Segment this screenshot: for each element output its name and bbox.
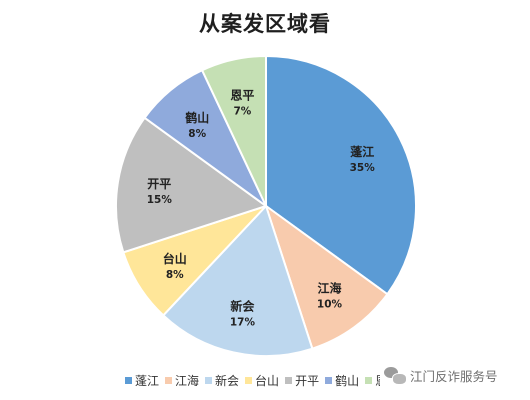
pie-labels: 蓬江 35% 江海 10% 新会 17% 台山 8% 开平 15% 鹤山 8% 恩平 7% xyxy=(147,88,376,329)
slice-percent-label: 35% xyxy=(350,162,376,174)
legend-label: 蓬江 xyxy=(135,373,160,388)
pie-slice-1 xyxy=(265,54,417,296)
legend-label: 台山 xyxy=(255,373,280,388)
legend-item: 鹤山 xyxy=(325,372,359,389)
wechat-icon xyxy=(384,366,407,385)
watermark-text: 江门反诈服务号 xyxy=(410,369,498,384)
chart-title: 从案发区域看 xyxy=(199,12,331,36)
legend-swatch xyxy=(325,376,333,384)
legend-swatch xyxy=(165,376,173,384)
slice-percent-label: 8% xyxy=(188,128,206,140)
legend-swatch xyxy=(285,376,293,384)
watermark: 江门反诈服务号 xyxy=(380,364,502,387)
legend-label: 江海 xyxy=(175,373,200,388)
legend-item: 蓬江 xyxy=(125,372,159,389)
legend-label: 鹤山 xyxy=(335,373,360,388)
legend-item: 台山 xyxy=(245,372,279,389)
legend-swatch xyxy=(245,376,253,384)
legend-item: 江海 xyxy=(165,372,199,389)
slice-category-label: 开平 xyxy=(147,177,171,191)
chart-legend: 蓬江江海新会台山开平鹤山恩平 xyxy=(125,372,405,388)
legend-item: 开平 xyxy=(285,372,319,389)
legend-swatch xyxy=(125,376,132,384)
slice-category-label: 江海 xyxy=(317,280,341,295)
slice-percent-label: 15% xyxy=(147,194,173,206)
slice-category-label: 鹤山 xyxy=(185,110,209,125)
slice-percent-label: 10% xyxy=(317,298,343,310)
pie-slice-5 xyxy=(115,116,269,254)
legend-label: 开平 xyxy=(295,373,320,388)
legend-swatch xyxy=(205,376,213,384)
pie-slice-2 xyxy=(264,203,389,350)
slice-category-label: 台山 xyxy=(163,251,187,266)
slice-percent-label: 8% xyxy=(166,269,184,281)
pie-slice-3 xyxy=(161,204,314,357)
slice-category-label: 蓬江 xyxy=(350,144,374,159)
legend-item: 新会 xyxy=(205,372,239,389)
slice-percent-label: 7% xyxy=(233,106,251,118)
legend-label: 新会 xyxy=(215,373,240,388)
pie-slices xyxy=(115,54,417,357)
pie-slice-7 xyxy=(200,54,267,207)
legend-swatch xyxy=(365,376,373,384)
slice-category-label: 恩平 xyxy=(230,88,254,103)
slice-category-label: 新会 xyxy=(230,298,255,313)
slice-percent-label: 17% xyxy=(230,316,256,328)
